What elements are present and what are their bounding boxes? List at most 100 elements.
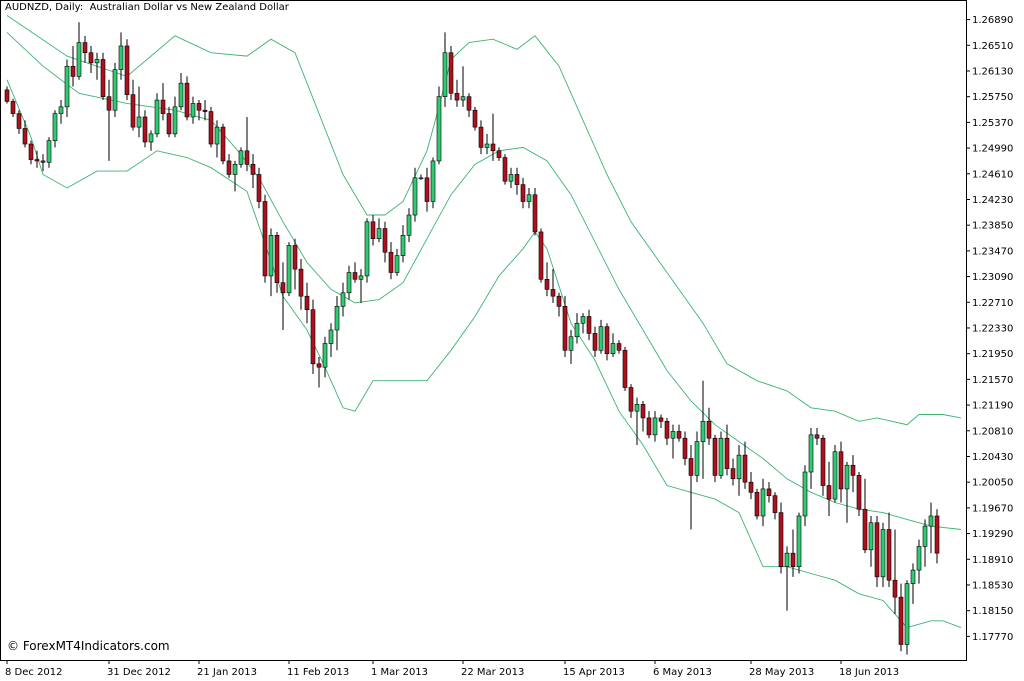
- candle-body-bear: [826, 485, 832, 500]
- candle-body-bull: [322, 343, 328, 368]
- date-tick-label: 1 Mar 2013: [371, 667, 428, 678]
- candle-body-bear: [874, 522, 880, 578]
- candle: [400, 225, 406, 263]
- candle-body-bull: [190, 103, 196, 118]
- candle-body-bull: [508, 174, 514, 182]
- candle-body-bear: [250, 164, 256, 175]
- date-tick-label: 28 May 2013: [749, 667, 814, 678]
- candle-body-bear: [382, 228, 388, 253]
- candle-body-bear: [748, 481, 754, 493]
- candle-body-bear: [532, 194, 538, 233]
- candle: [604, 323, 610, 361]
- price-tick-label: 1.23850: [972, 221, 1013, 232]
- candle: [190, 96, 196, 124]
- candle-body-bull: [700, 420, 706, 442]
- candle-body-bull: [76, 42, 82, 77]
- candle-body-bull: [442, 52, 448, 97]
- price-tick-label: 1.18910: [972, 555, 1013, 566]
- candle: [388, 242, 394, 280]
- candle-body-bear: [28, 143, 34, 160]
- candle: [490, 113, 496, 161]
- candle-body-bull: [406, 214, 412, 236]
- candle: [724, 424, 730, 476]
- candle-body-bear: [622, 349, 628, 388]
- candle-body-bear: [778, 512, 784, 568]
- candle-body-bear: [274, 235, 280, 283]
- candle-body-bull: [922, 525, 928, 547]
- candle: [544, 262, 550, 297]
- candle-body-bear: [40, 160, 46, 163]
- candle-body-bear: [586, 316, 592, 334]
- candle-body-bull: [736, 454, 742, 480]
- price-tick-label: 1.24610: [972, 169, 1013, 180]
- watermark-text: © ForexMT4Indicators.com: [7, 639, 170, 653]
- candle-body-bear: [628, 387, 634, 412]
- candle-body-bear: [292, 245, 298, 270]
- candle-body-bull: [844, 464, 850, 490]
- candle: [832, 444, 838, 503]
- candle-body-bear: [934, 515, 940, 554]
- candle-body-bull: [148, 133, 154, 143]
- candle-body-bull: [364, 221, 370, 277]
- candle-body-bull: [412, 177, 418, 216]
- candle-body-bear: [160, 99, 166, 114]
- candle-body-bull: [910, 569, 916, 584]
- candle-body-bull: [832, 451, 838, 500]
- candle: [658, 414, 664, 429]
- candle-body-bear: [856, 475, 862, 510]
- candle: [934, 509, 940, 564]
- candle-body-bear: [106, 96, 112, 111]
- candle-body-bear: [820, 437, 826, 486]
- candle-body-bear: [706, 420, 712, 439]
- candle: [748, 472, 754, 500]
- candle-body-bear: [478, 126, 484, 148]
- candle-body-bear: [130, 94, 136, 128]
- candle: [418, 174, 424, 180]
- candle: [526, 187, 532, 209]
- candle-body-bull: [760, 488, 766, 517]
- candle: [394, 248, 400, 276]
- candle: [148, 130, 154, 151]
- candle: [622, 346, 628, 391]
- candle-body-bear: [166, 113, 172, 135]
- price-tick-label: 1.22330: [972, 323, 1013, 334]
- candle-body-bear: [520, 184, 526, 202]
- candle-body-bear: [490, 143, 496, 152]
- candle-body-bear: [472, 109, 478, 128]
- candle: [808, 428, 814, 489]
- candle: [214, 120, 220, 158]
- candle: [442, 32, 448, 107]
- candle-body-bear: [556, 295, 562, 307]
- price-tick-label: 1.24230: [972, 195, 1013, 206]
- price-tick-label: 1.23090: [972, 272, 1013, 283]
- candle: [520, 177, 526, 209]
- candle: [52, 110, 58, 148]
- candle: [118, 32, 124, 80]
- price-tick-label: 1.20050: [972, 478, 1013, 489]
- candle-body-bull: [784, 552, 790, 568]
- candle: [754, 488, 760, 520]
- candle: [616, 340, 622, 354]
- candle-body-bear: [514, 174, 520, 185]
- candle: [844, 461, 850, 523]
- price-tick-label: 1.20810: [972, 426, 1013, 437]
- candle: [250, 154, 256, 188]
- candle: [46, 137, 52, 168]
- candle: [370, 215, 376, 246]
- candle-body-bear: [4, 89, 10, 102]
- candle: [886, 512, 892, 587]
- candle-body-bear: [184, 82, 190, 118]
- date-tick-label: 6 May 2013: [653, 667, 712, 678]
- candle: [532, 187, 538, 236]
- candle: [826, 461, 832, 516]
- candle: [508, 167, 514, 188]
- candle-body-bull: [598, 326, 604, 351]
- price-tick-label: 1.18530: [972, 580, 1013, 591]
- candle: [502, 154, 508, 185]
- candle-body-bear: [562, 306, 568, 351]
- candle: [700, 380, 706, 479]
- candle: [112, 62, 118, 117]
- band-lower-line: [6, 79, 962, 629]
- candle-body-bear: [208, 111, 214, 145]
- candle: [34, 150, 40, 168]
